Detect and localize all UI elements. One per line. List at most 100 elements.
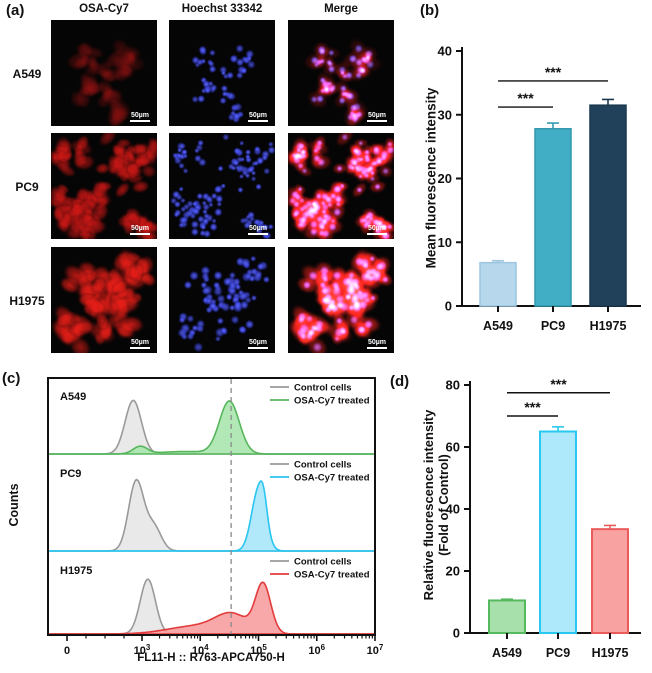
y-tick-label: 60 <box>446 440 460 455</box>
y-tick-label: 40 <box>446 502 460 517</box>
significance-stars: *** <box>545 64 562 80</box>
scale-bar: 50µm <box>367 339 387 349</box>
scale-bar-line <box>367 233 387 235</box>
x-tick-label: 105 <box>250 643 267 657</box>
y-tick-label: 20 <box>446 564 460 579</box>
scale-bar: 50µm <box>130 225 150 235</box>
x-category-label: PC9 <box>541 319 565 333</box>
scale-bar: 50µm <box>248 225 268 235</box>
scale-bar: 50µm <box>130 339 150 349</box>
legend-label: Control cells <box>294 383 352 394</box>
significance-brackets: *** *** <box>507 376 610 417</box>
panel-d-label: (d) <box>390 373 410 390</box>
micrograph-image <box>288 20 394 126</box>
legend-label: OSA-Cy7 treated <box>294 473 370 484</box>
flow-cytometry-histograms: A549 Control cells OSA-Cy7 treated PC9 Contr… <box>47 377 384 657</box>
scale-bar-line <box>367 347 387 349</box>
bar-chart-mean-fluorescence: 0 10 20 30 40 A549 PC9 H1975 *** *** <box>438 44 641 333</box>
scale-bar-line <box>367 120 387 122</box>
scale-bar-label: 50µm <box>248 112 268 119</box>
scale-bar-line <box>248 120 268 122</box>
scale-bar-line <box>130 120 150 122</box>
column-header-osa-cy7: OSA-Cy7 <box>79 3 129 15</box>
panel-a-label: (a) <box>6 2 25 19</box>
scale-bar-line <box>248 233 268 235</box>
scale-bar-label: 50µm <box>130 112 150 119</box>
y-tick-label: 20 <box>438 171 452 186</box>
x-category-label: H1975 <box>590 319 627 333</box>
bars: A549 PC9 H1975 <box>479 98 627 333</box>
flow-subpanel-a549: A549 Control cells OSA-Cy7 treated <box>49 383 374 455</box>
scale-bar-line <box>248 347 268 349</box>
x-category-label: PC9 <box>546 646 570 660</box>
scale-bar-label: 50µm <box>248 225 268 232</box>
y-tick-label: 10 <box>438 235 452 250</box>
legend-label: Control cells <box>294 460 352 471</box>
panel-b-label: (b) <box>420 2 440 19</box>
legend-label: Control cells <box>294 557 352 568</box>
micrograph-h1975-merge: 50µm <box>288 247 394 353</box>
significance-stars: *** <box>517 90 534 106</box>
significance-brackets: *** *** <box>498 64 608 108</box>
x-category-label: H1975 <box>592 646 629 660</box>
y-tick-label: 0 <box>445 299 452 314</box>
micrograph-image <box>169 20 275 126</box>
plot-border <box>47 377 376 636</box>
row-label-h1975: H1975 <box>9 294 45 308</box>
flow-subpanel-h1975: H1975 Control cells OSA-Cy7 treated <box>49 557 374 635</box>
row-label-pc9: PC9 <box>15 180 39 194</box>
legend: Control cells OSA-Cy7 treated <box>270 383 370 407</box>
micrograph-image <box>51 133 157 239</box>
bar-a549 <box>479 261 517 307</box>
significance-stars: *** <box>550 376 567 392</box>
column-header-merge: Merge <box>324 3 358 15</box>
flow-subpanel-pc9: PC9 Control cells OSA-Cy7 treated <box>49 460 374 552</box>
row-label-a549: A549 <box>12 67 42 81</box>
x-category-label: A549 <box>483 319 513 333</box>
micrograph-a549-hoechst: 50µm <box>169 20 275 126</box>
column-header-hoechst: Hoechst 33342 <box>181 3 263 15</box>
bar-pc9 <box>539 430 577 634</box>
cell-line-label: PC9 <box>60 468 81 480</box>
error-bar <box>492 259 504 263</box>
micrograph-pc9-merge: 50µm <box>288 133 394 239</box>
micrograph-image <box>51 247 157 353</box>
scale-bar: 50µm <box>367 112 387 122</box>
error-bar <box>604 524 616 530</box>
scale-bar: 50µm <box>367 225 387 235</box>
scale-bar-label: 50µm <box>367 225 387 232</box>
bar-pc9 <box>534 128 572 307</box>
error-bar <box>552 426 564 432</box>
bars: A549 PC9 H1975 <box>488 426 629 660</box>
x-tick-label: 104 <box>192 643 209 657</box>
y-tick-label: 30 <box>438 107 452 122</box>
scale-bar-label: 50µm <box>248 339 268 346</box>
x-tick-label: 106 <box>308 643 325 657</box>
micrograph-image <box>169 247 275 353</box>
x-category-label: A549 <box>492 646 522 660</box>
error-bar <box>501 598 513 601</box>
micrograph-h1975-osa-cy7: 50µm <box>51 247 157 353</box>
bar-chart-relative-fluorescence: 0 20 40 60 80 A549 PC9 H1975 *** *** <box>446 376 641 660</box>
y-axis-ticks: 0 20 40 60 80 <box>446 378 470 641</box>
bar-h1975 <box>589 104 627 307</box>
bar-h1975 <box>591 528 629 634</box>
scale-bar-label: 50µm <box>130 225 150 232</box>
scale-bar-line <box>130 233 150 235</box>
y-tick-label: 0 <box>453 626 460 641</box>
legend: Control cells OSA-Cy7 treated <box>270 460 370 484</box>
panel-c-label: (c) <box>2 370 21 387</box>
micrograph-image <box>51 20 157 126</box>
scale-bar-label: 50µm <box>367 112 387 119</box>
bar-a549 <box>488 599 526 634</box>
scale-bar-label: 50µm <box>367 339 387 346</box>
x-tick-label: 103 <box>134 643 151 657</box>
y-axis-ticks: 0 10 20 30 40 <box>438 44 462 314</box>
legend-label: OSA-Cy7 treated <box>294 396 370 407</box>
legend-label: OSA-Cy7 treated <box>294 570 370 581</box>
micrograph-h1975-hoechst: 50µm <box>169 247 275 353</box>
micrograph-a549-merge: 50µm <box>288 20 394 126</box>
micrograph-image <box>169 133 275 239</box>
cell-line-label: H1975 <box>60 565 92 577</box>
